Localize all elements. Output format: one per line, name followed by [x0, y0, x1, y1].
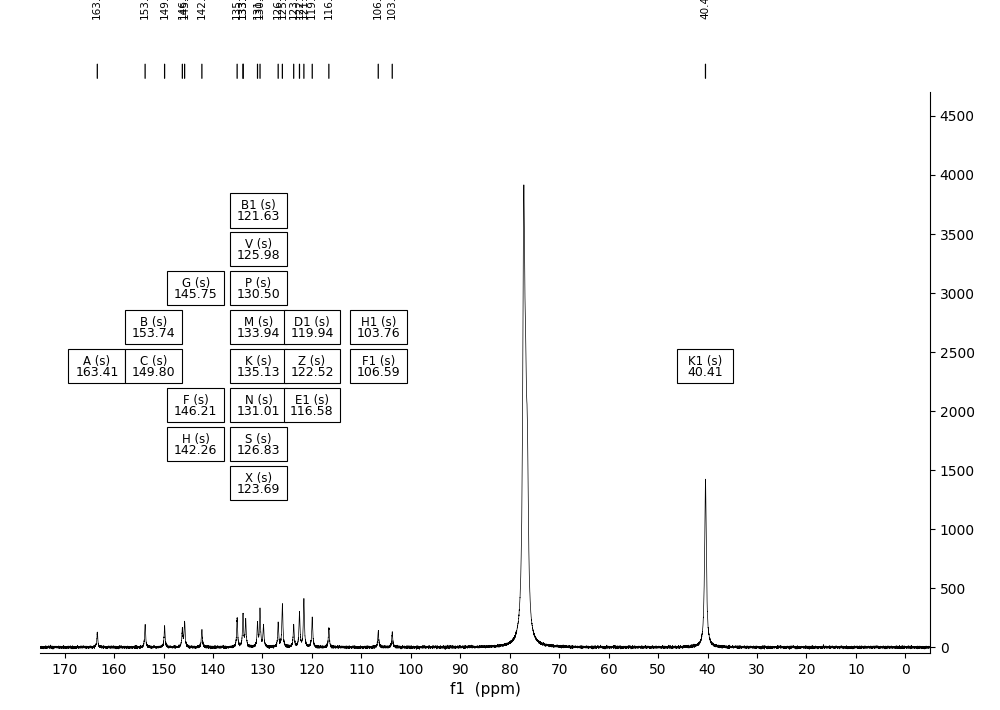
FancyBboxPatch shape — [230, 310, 287, 344]
Text: 103.76: 103.76 — [387, 0, 397, 19]
Text: 125.98: 125.98 — [277, 0, 287, 19]
Text: 119.94: 119.94 — [307, 0, 317, 19]
Text: K (s): K (s) — [245, 355, 272, 368]
Text: Z (s): Z (s) — [298, 355, 326, 368]
Text: H (s): H (s) — [182, 433, 210, 446]
Text: 121.63: 121.63 — [299, 0, 309, 19]
Text: 135.13: 135.13 — [237, 366, 280, 379]
Text: 142.26: 142.26 — [197, 0, 207, 19]
Text: 121.63: 121.63 — [237, 210, 280, 223]
Text: 131.01: 131.01 — [253, 0, 263, 19]
FancyBboxPatch shape — [230, 427, 287, 462]
Text: 153.74: 153.74 — [132, 327, 176, 340]
FancyBboxPatch shape — [284, 310, 340, 344]
Text: 130.50: 130.50 — [255, 0, 265, 19]
Text: 103.76: 103.76 — [357, 327, 401, 340]
Text: C (s): C (s) — [140, 355, 167, 368]
Text: 145.75: 145.75 — [174, 288, 218, 301]
Text: 149.80: 149.80 — [132, 366, 176, 379]
Text: 131.01: 131.01 — [237, 405, 280, 418]
Text: 116.58: 116.58 — [324, 0, 334, 19]
Text: 145.75: 145.75 — [180, 0, 190, 19]
X-axis label: f1  (ppm): f1 (ppm) — [450, 682, 520, 697]
Text: E1 (s): E1 (s) — [295, 394, 329, 407]
Text: 106.59: 106.59 — [357, 366, 401, 379]
Text: 40.41: 40.41 — [700, 0, 710, 19]
Text: N (s): N (s) — [245, 394, 272, 407]
Text: H1 (s): H1 (s) — [361, 316, 396, 329]
Text: F1 (s): F1 (s) — [362, 355, 395, 368]
Text: 163.41: 163.41 — [75, 366, 119, 379]
FancyBboxPatch shape — [350, 349, 407, 383]
Text: D1 (s): D1 (s) — [294, 316, 330, 329]
Text: K1 (s): K1 (s) — [688, 355, 722, 368]
FancyBboxPatch shape — [125, 349, 182, 383]
FancyBboxPatch shape — [230, 349, 287, 383]
Text: M (s): M (s) — [244, 316, 273, 329]
FancyBboxPatch shape — [677, 349, 733, 383]
Text: F (s): F (s) — [183, 394, 209, 407]
Text: 130.50: 130.50 — [237, 288, 280, 301]
Text: 153.74: 153.74 — [140, 0, 150, 19]
Text: A (s): A (s) — [83, 355, 110, 368]
FancyBboxPatch shape — [230, 466, 287, 501]
Text: S (s): S (s) — [245, 433, 272, 446]
FancyBboxPatch shape — [284, 388, 340, 422]
Text: 142.26: 142.26 — [174, 444, 217, 457]
Text: 163.41: 163.41 — [92, 0, 102, 19]
FancyBboxPatch shape — [68, 349, 125, 383]
Text: 133.94: 133.94 — [237, 327, 280, 340]
Text: 126.83: 126.83 — [273, 0, 283, 19]
Text: 146.21: 146.21 — [174, 405, 217, 418]
Text: X (s): X (s) — [245, 472, 272, 485]
FancyBboxPatch shape — [167, 388, 224, 422]
FancyBboxPatch shape — [167, 271, 224, 305]
Text: 135.13: 135.13 — [232, 0, 242, 19]
Text: 123.69: 123.69 — [237, 483, 280, 496]
FancyBboxPatch shape — [125, 310, 182, 344]
Text: V (s): V (s) — [245, 238, 272, 251]
FancyBboxPatch shape — [230, 388, 287, 422]
Text: B (s): B (s) — [140, 316, 167, 329]
Text: 119.94: 119.94 — [290, 327, 334, 340]
Text: 106.59: 106.59 — [373, 0, 383, 19]
Text: 146.21: 146.21 — [177, 0, 187, 19]
Text: 116.58: 116.58 — [290, 405, 334, 418]
Text: G (s): G (s) — [182, 277, 210, 290]
FancyBboxPatch shape — [284, 349, 340, 383]
Text: 122.52: 122.52 — [290, 366, 334, 379]
Text: 133.91: 133.91 — [238, 0, 248, 19]
FancyBboxPatch shape — [230, 193, 287, 227]
Text: P (s): P (s) — [245, 277, 272, 290]
Text: 125.98: 125.98 — [237, 249, 280, 262]
Text: 123.69: 123.69 — [289, 0, 299, 19]
Text: 40.41: 40.41 — [687, 366, 723, 379]
FancyBboxPatch shape — [350, 310, 407, 344]
FancyBboxPatch shape — [230, 232, 287, 266]
Text: B1 (s): B1 (s) — [241, 199, 276, 212]
Text: 133.94: 133.94 — [238, 0, 248, 19]
FancyBboxPatch shape — [230, 271, 287, 305]
Text: 126.83: 126.83 — [237, 444, 280, 457]
FancyBboxPatch shape — [167, 427, 224, 462]
Text: 122.52: 122.52 — [294, 0, 304, 19]
Text: 149.80: 149.80 — [160, 0, 170, 19]
